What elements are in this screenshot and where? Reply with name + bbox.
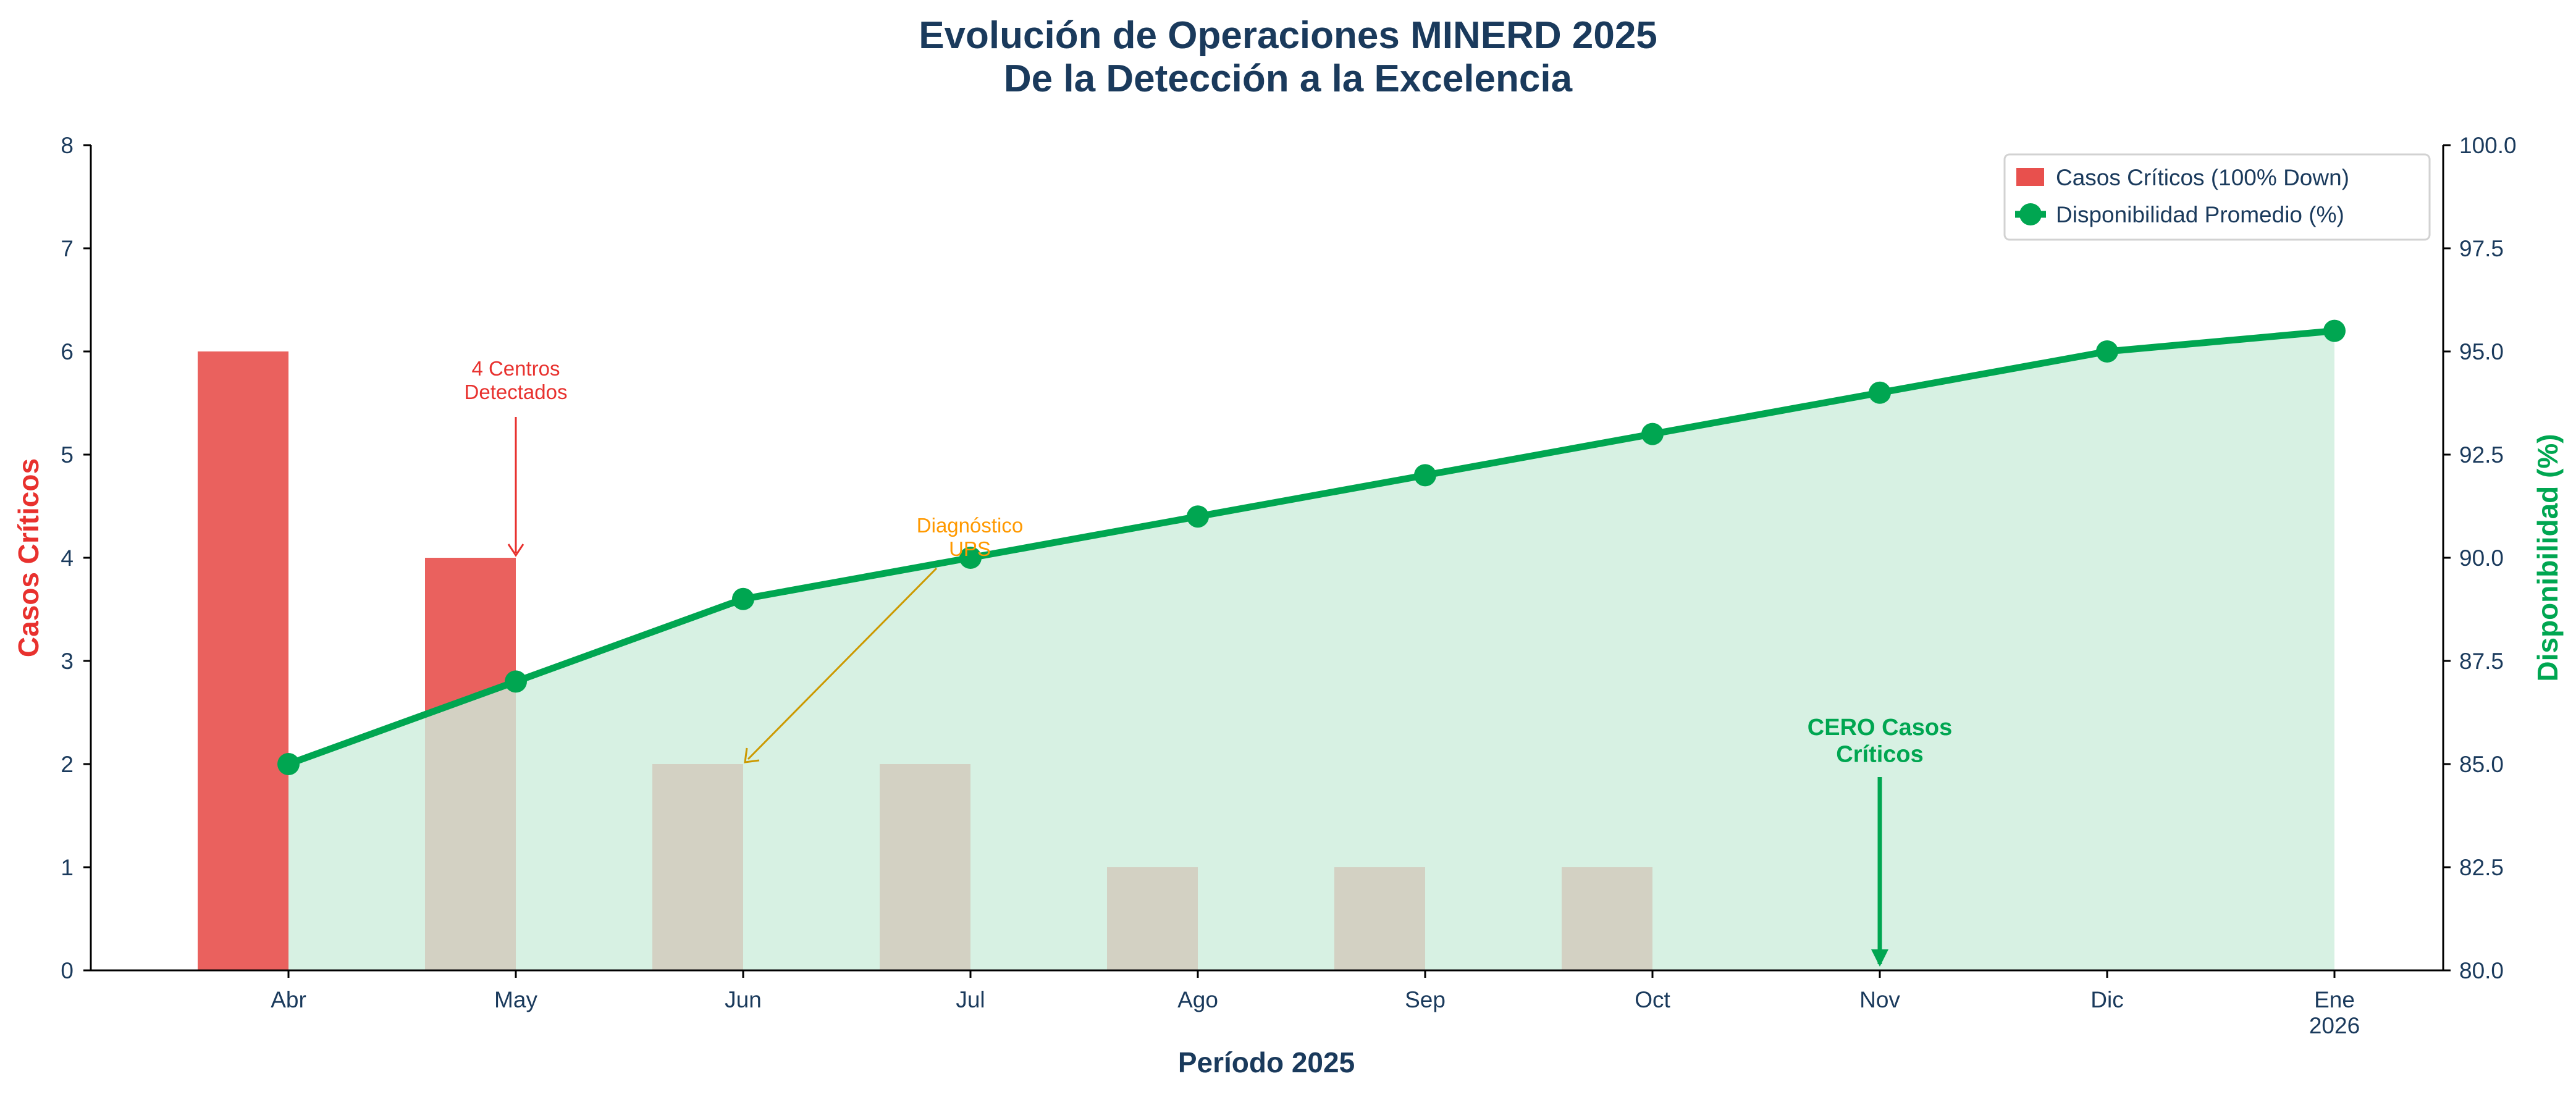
right-tick-label: 85.0 [2459,752,2504,777]
legend-swatch-bars [2016,168,2044,186]
arrow-head-icon [744,747,760,763]
left-axis-label: Casos Críticos [12,458,44,657]
availability-area [288,330,2334,970]
right-axis-label: Disponibilidad (%) [2532,434,2564,681]
legend-label-bars: Casos Críticos (100% Down) [2056,165,2349,190]
legend [2003,153,2431,241]
right-tick-label: 80.0 [2459,958,2504,983]
x-tick-label: Jul [956,987,985,1012]
left-tick-label: 7 [61,236,74,261]
legend-marker [2019,203,2042,225]
arrow-head-icon [1871,949,1888,967]
availability-point-2 [732,587,754,610]
left-tick-label: 1 [61,855,74,880]
right-tick-label: 97.5 [2459,236,2504,261]
availability-point-3 [959,547,982,569]
x-tick-label: Abr [271,987,306,1012]
x-tick-label: May [494,987,537,1012]
chart-title: Evolución de Operaciones MINERD 2025 [919,14,1657,57]
annotation-centros: 4 Centros [471,357,560,380]
left-tick-label: 5 [61,442,74,468]
availability-point-8 [2096,340,2118,363]
availability-point-6 [1641,422,1664,445]
right-tick-label: 90.0 [2459,545,2504,571]
availability-point-0 [277,753,300,775]
left-tick-label: 6 [61,339,74,364]
x-tick-label: Oct [1635,987,1670,1012]
availability-point-4 [1187,505,1209,528]
x-tick-label: Jun [725,987,762,1012]
right-tick-label: 82.5 [2459,855,2504,880]
availability-point-9 [2323,319,2346,342]
availability-line [287,327,2335,768]
availability-point-1 [505,670,527,693]
left-tick-label: 0 [61,958,74,983]
annotation-ups: UPS [949,537,991,560]
x-tick-label: Sep [1405,987,1446,1012]
left-tick-label: 3 [61,649,74,674]
annotation-cero: Críticos [1836,742,1923,768]
legend-label-line: Disponibilidad Promedio (%) [2056,202,2344,227]
arrow-head-icon [507,544,524,557]
chart-subtitle: De la Detección a la Excelencia [1004,57,1573,100]
x-tick-label: Ago [1177,987,1218,1012]
right-tick-label: 92.5 [2459,442,2504,468]
annotation-centros: Detectados [465,380,568,403]
x-tick-label: Nov [1859,987,1900,1012]
right-tick-label: 95.0 [2459,339,2504,364]
left-tick-label: 2 [61,752,74,777]
x-tick-label: Dic [2090,987,2123,1012]
annotation-ups: Diagnóstico [917,514,1023,537]
availability-point-5 [1414,464,1436,487]
left-tick-label: 8 [61,133,74,158]
right-tick-label: 87.5 [2459,649,2504,674]
annotation-arrow-ups [747,567,938,760]
right-tick-label: 100.0 [2459,133,2517,158]
x-tick-label: Ene [2314,987,2355,1012]
left-tick-label: 4 [61,545,74,571]
availability-point-7 [1869,381,1891,404]
annotation-cero: CERO Casos [1808,715,1952,741]
bar-0 [198,351,288,970]
x-tick-label: 2026 [2309,1013,2360,1038]
x-axis-label: Período 2025 [1178,1046,1355,1078]
